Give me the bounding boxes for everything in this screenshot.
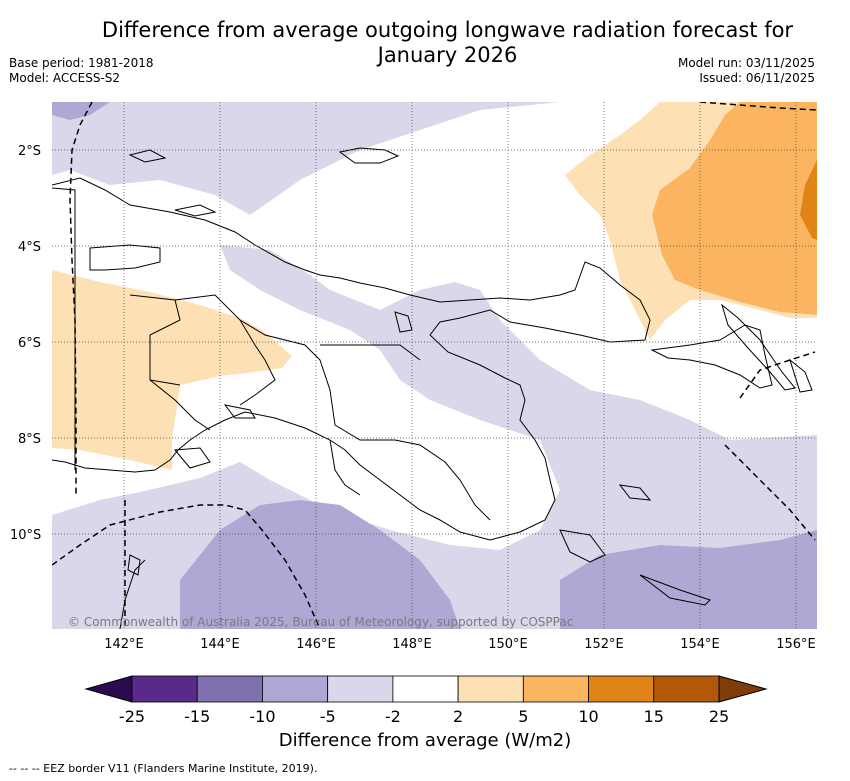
new-guinea-mainland-coast bbox=[52, 177, 651, 541]
lon-axis: 142°E 144°E 146°E 148°E 150°E 152°E 154°… bbox=[104, 637, 816, 652]
trobriand-island bbox=[618, 484, 652, 501]
colorbar-tick-label: 25 bbox=[709, 707, 729, 726]
colorbar-label: Difference from average (W/m2) bbox=[278, 730, 572, 751]
frederik-hendrik-island bbox=[173, 447, 211, 469]
lat-tick: 8°S bbox=[18, 432, 41, 447]
manus-island-coast bbox=[338, 147, 400, 164]
coastlines bbox=[52, 147, 813, 629]
map-title: Difference from average outgoing longwav… bbox=[60, 18, 835, 68]
colorbar-segment bbox=[392, 675, 459, 703]
title-line-2: January 2026 bbox=[377, 43, 518, 67]
lon-tick: 152°E bbox=[584, 637, 624, 652]
colorbar-tick-label: 10 bbox=[578, 707, 598, 726]
eez-border-southwest bbox=[52, 504, 321, 629]
new-britain-coast bbox=[650, 324, 773, 389]
gridlines bbox=[52, 102, 817, 629]
colorbar-tick-label: -5 bbox=[320, 707, 336, 726]
colorbar-tick-label: -25 bbox=[119, 707, 145, 726]
colorbar-segment bbox=[131, 675, 198, 703]
base-period: Base period: 1981-2018 bbox=[9, 56, 154, 70]
anomaly-region-medium-purple-southwest bbox=[180, 500, 460, 629]
lat-axis: 2°S 4°S 6°S 8°S 10°S bbox=[10, 144, 41, 543]
meta-right: Model run: 03/11/2025 Issued: 06/11/2025 bbox=[678, 56, 815, 86]
anomaly-region-light-purple-north bbox=[52, 102, 560, 215]
province-borders bbox=[89, 244, 491, 521]
anomaly-region-orange-east bbox=[652, 102, 817, 315]
lat-tick: 6°S bbox=[18, 336, 41, 351]
lon-tick: 144°E bbox=[200, 637, 240, 652]
colorbar-extend-high bbox=[718, 675, 768, 703]
yapen-island bbox=[174, 204, 217, 217]
colorbar-tick-label: 15 bbox=[644, 707, 664, 726]
eez-border-northeast bbox=[699, 102, 817, 111]
anomaly-region-dark-orange-east bbox=[800, 160, 817, 240]
lon-tick: 150°E bbox=[488, 637, 528, 652]
lon-tick: 154°E bbox=[680, 637, 720, 652]
eez-border-southeast bbox=[724, 444, 816, 541]
model-run: Model run: 03/11/2025 bbox=[677, 56, 815, 70]
colorbar-extend-low bbox=[84, 675, 133, 703]
map-credit: © Commonwealth of Australia 2025, Bureau… bbox=[68, 615, 573, 629]
colorbar-segment bbox=[653, 675, 720, 703]
lat-tick: 4°S bbox=[18, 240, 41, 255]
colorbar-segment bbox=[327, 675, 394, 703]
eez-legend-footnote: -- -- -- EEZ border V11 (Flanders Marine… bbox=[9, 762, 318, 775]
lat-tick: 2°S bbox=[18, 144, 41, 159]
colorbar-segment bbox=[588, 675, 655, 703]
model-name: Model: ACCESS-S2 bbox=[9, 71, 121, 85]
lon-tick: 146°E bbox=[296, 637, 336, 652]
colorbar-tick-label: 5 bbox=[518, 707, 528, 726]
louisiade-islands bbox=[639, 574, 711, 606]
title-line-1: Difference from average outgoing longwav… bbox=[101, 18, 794, 42]
png-indonesia-border bbox=[52, 187, 76, 470]
anomaly-region-light-orange-west bbox=[52, 270, 292, 470]
lake-murray bbox=[223, 404, 256, 419]
bougainville-coast bbox=[789, 358, 813, 393]
colorbar-tick-label: -10 bbox=[249, 707, 275, 726]
biak-island bbox=[128, 149, 167, 163]
cape-york-coast bbox=[119, 559, 146, 629]
map-field: © Commonwealth of Australia 2025, Bureau… bbox=[52, 102, 817, 629]
meta-left: Base period: 1981-2018 Model: ACCESS-S2 bbox=[9, 56, 154, 86]
colorbar-tick-label: 2 bbox=[453, 707, 463, 726]
anomaly-region-medium-purple-northwest bbox=[52, 102, 110, 120]
colorbar-segment bbox=[522, 675, 589, 703]
eez-border-east bbox=[739, 351, 816, 399]
colorbar: -25 -15 -10 -5 -2 2 5 10 15 25 bbox=[84, 675, 768, 726]
dentrecasteaux-islands bbox=[559, 529, 606, 563]
lon-tick: 148°E bbox=[392, 637, 432, 652]
lat-tick: 10°S bbox=[10, 528, 41, 543]
colorbar-segment bbox=[196, 675, 263, 703]
new-ireland-coast bbox=[721, 303, 796, 391]
colorbar-tick-label: -2 bbox=[385, 707, 401, 726]
eez-border-west bbox=[69, 102, 93, 495]
issued-date: Issued: 06/11/2025 bbox=[699, 71, 815, 85]
lon-tick: 156°E bbox=[776, 637, 816, 652]
anomaly-region-medium-purple-southeast bbox=[560, 530, 817, 629]
torres-strait-islands bbox=[127, 554, 141, 576]
colorbar-tick-label: -15 bbox=[184, 707, 210, 726]
lon-tick: 142°E bbox=[104, 637, 144, 652]
colorbar-segment bbox=[262, 675, 329, 703]
eez-borders bbox=[52, 102, 817, 629]
colorbar-segment bbox=[457, 675, 524, 703]
